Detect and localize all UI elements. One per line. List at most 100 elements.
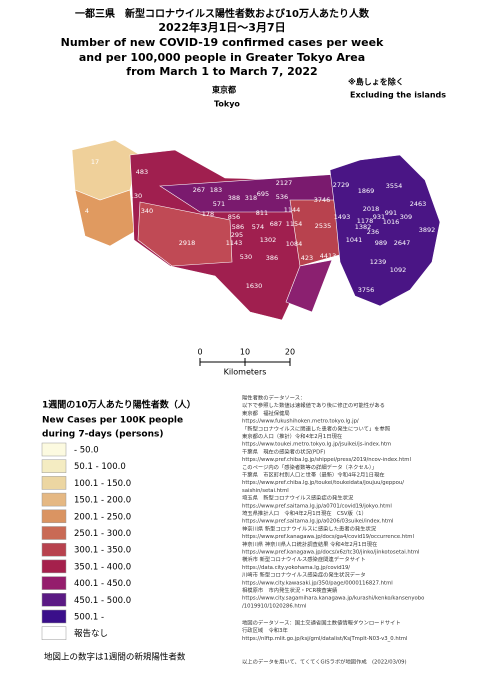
map-label: 130: [130, 192, 142, 200]
map-label: 4: [85, 207, 89, 215]
source-line: https://www.pref.chiba.lg.jp/toukei/touk…: [242, 480, 404, 486]
legend-label: 400.1 - 450.0: [74, 579, 131, 589]
map-label: 340: [141, 207, 153, 215]
map-label: 3746: [314, 196, 331, 204]
source-line: https://www.city.sagamihara.kanagawa.jp/…: [242, 596, 424, 602]
map-label: 1630: [246, 282, 263, 290]
source-line: https://www.pref.chiba.lg.jp/shippei/pre…: [242, 457, 411, 463]
legend-title: during 7-days (persons): [42, 430, 163, 440]
map-label: 695: [257, 190, 269, 198]
map-label: 318: [245, 194, 257, 202]
title: from March 1 to March 7, 2022: [126, 65, 317, 78]
source-line: https://www.toukei.metro.tokyo.lg.jp/jsu…: [242, 442, 391, 448]
source-line: 行政区域 令和3年: [242, 626, 288, 634]
source-line: 川崎市 新型コロナウイルス感染症の発生状況データ: [242, 571, 366, 579]
source-line: 千葉県 市区町村別人口と世帯（最新）令和4年2月1日現在: [242, 471, 385, 479]
region-label: 東京都: [212, 85, 236, 95]
legend-swatch: [41, 542, 67, 557]
legend-swatch: [41, 526, 67, 540]
region: [74, 189, 135, 247]
map-label: 309: [400, 213, 412, 221]
map-label: 183: [210, 186, 222, 194]
map-label: 267: [193, 186, 205, 194]
map-label: 1302: [260, 236, 277, 244]
map-label: 2918: [179, 239, 196, 247]
legend-swatch: [41, 459, 67, 473]
map-label: 2729: [333, 181, 350, 189]
source-line: 千葉県 現在の感染者の状況(PDF): [242, 447, 325, 455]
map-label: 1041: [346, 236, 363, 244]
source-line: 東京都の人口（推計）令和4年2月1日現在: [242, 432, 342, 440]
legend-label: 報告なし: [74, 628, 108, 639]
source-line: https://nlftp.mlit.go.jp/ksj/gml/datalis…: [242, 636, 407, 642]
map-label: 1144: [284, 206, 301, 214]
map-label: 931: [373, 213, 385, 221]
legend-swatch: [41, 492, 67, 507]
legend-swatch: [41, 559, 67, 574]
source-line: 東京都 福祉保健局: [242, 409, 290, 417]
map-label: 2535: [315, 222, 332, 230]
map: [71, 139, 441, 321]
map-label: 1143: [226, 239, 243, 247]
map-label: 236: [367, 228, 379, 236]
legend-label: 100.1 - 150.0: [74, 479, 131, 489]
map-label: 530: [240, 253, 252, 261]
map-label: 3554: [386, 182, 403, 190]
source-line: https://www.pref.saitama.lg.jp/a0206/03s…: [242, 519, 394, 525]
map-label: 571: [213, 200, 225, 208]
map-label: 17: [91, 158, 99, 166]
map-label: 483: [136, 168, 148, 176]
map-label: 178: [202, 210, 214, 218]
map-label: 2127: [276, 179, 293, 187]
source-line: 埼玉県推計人口 令和4年2月1日現在 CSV版（1）: [242, 509, 367, 517]
map-label: 989: [375, 239, 387, 247]
legend-title: New Cases per 100K people: [42, 416, 183, 426]
legend-title: 1週間の10万人あたり陽性者数（人）: [42, 399, 196, 411]
map-label: 3892: [419, 226, 436, 234]
scale-label: 0: [197, 348, 202, 357]
source-line: 地図のデータソース：国土交通省国土数値情報ダウンロードサイト: [242, 619, 401, 627]
legend-label: 50.1 - 100.0: [74, 462, 126, 472]
map-label: 687: [270, 220, 282, 228]
map-label: 991: [385, 209, 397, 217]
note: ※島しょを除く: [348, 77, 404, 87]
legend-label: 450.1 - 500.0: [74, 596, 131, 606]
source-line: https://www.fukushihoken.metro.tokyo.lg.…: [242, 419, 359, 425]
legend-swatch: [41, 593, 67, 607]
map-label: 4413: [320, 252, 337, 260]
source-line: https://data.city.yokohama.lg.jp/covid19…: [242, 565, 350, 571]
map-label: 386: [266, 254, 278, 262]
map-label: 3756: [358, 286, 375, 294]
source-line: 埼玉県 新型コロナウイルス感染症の発生状況: [242, 494, 354, 502]
source-line: saishin/setai.html: [242, 488, 289, 494]
scale-label: 20: [285, 348, 295, 357]
legend-footer: 地図上の数字は1週間の新規陽性者数: [44, 652, 186, 663]
legend-label: 350.1 - 400.0: [74, 562, 131, 572]
map-label: 811: [256, 209, 268, 217]
note: Excluding the islands: [350, 91, 446, 100]
source-line: https://www.pref.saitama.lg.jp/a0701/cov…: [242, 503, 392, 509]
legend-label: 500.1 -: [74, 613, 104, 623]
legend-swatch: [41, 476, 67, 490]
source-line: 相模原市 市内発生状況・PCR検査実績: [242, 586, 338, 594]
map-label: 1016: [383, 218, 400, 226]
title: 一都三県 新型コロナウイルス陽性者数および10万人あたり人数: [75, 7, 370, 20]
legend-swatch: [41, 442, 67, 457]
legend-label: - 50.0: [74, 446, 99, 456]
legend-swatch: [41, 509, 67, 524]
source-line: https://www.pref.kanagawa.jp/docs/x6z/tc…: [242, 550, 419, 556]
source-line: /1019910/1020286.html: [242, 603, 307, 609]
map-label: 388: [228, 194, 240, 202]
source-line: このページ内の「感染者数等の詳細データ（ネクセル）」: [242, 463, 377, 471]
map-label: 856: [228, 213, 240, 221]
region: [329, 154, 441, 307]
scale-label: 10: [240, 348, 250, 357]
source-line: 神奈川県 神奈川県人口統計調査結果 令和4年2月1日現在: [242, 540, 377, 548]
source-line: 以下で参照した数値は速報値であり後に修正の可能性がある: [242, 401, 385, 409]
legend-label: 250.1 - 300.0: [74, 529, 131, 539]
source-line: 陽性者数のデータソース：: [242, 394, 305, 402]
map-label: 2463: [410, 200, 427, 208]
legend-swatch: [41, 626, 67, 640]
